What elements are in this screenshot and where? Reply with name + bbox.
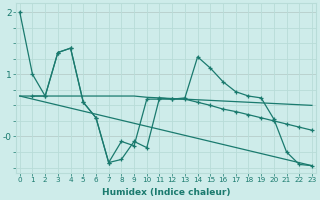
X-axis label: Humidex (Indice chaleur): Humidex (Indice chaleur) (101, 188, 230, 197)
